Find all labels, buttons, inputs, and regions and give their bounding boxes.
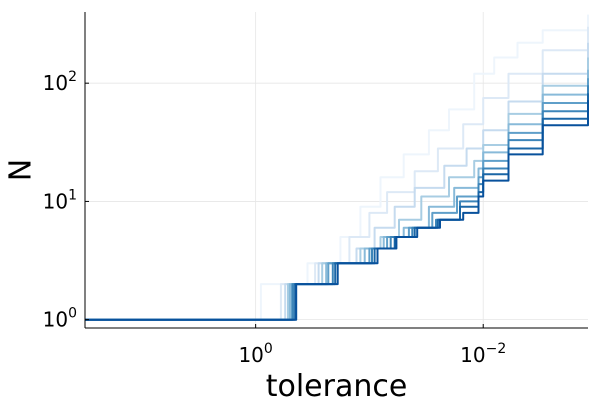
series-line-1 (85, 14, 589, 321)
series-line-8 (85, 93, 589, 321)
y-tick-label-1: 101 (43, 187, 77, 213)
series-line-4 (85, 57, 589, 321)
x-tick-label-1: 10−2 (460, 341, 506, 367)
y-tick-label-0: 100 (43, 306, 77, 332)
x-tick-labels: 100 10−2 (238, 324, 506, 367)
x-axis-title: tolerance (266, 369, 408, 400)
x-tick-label-0: 100 (238, 341, 272, 367)
series-line-2 (85, 26, 589, 321)
series-group (85, 14, 589, 321)
series-line-9 (85, 100, 589, 321)
axes (84, 12, 588, 329)
series-line-5 (85, 69, 589, 321)
series-line-3 (85, 42, 589, 321)
y-tick-label-2: 102 (43, 69, 77, 95)
grid (85, 12, 588, 328)
y-tick-labels: 100 101 102 (43, 69, 89, 332)
y-axis-title: N (4, 159, 39, 181)
